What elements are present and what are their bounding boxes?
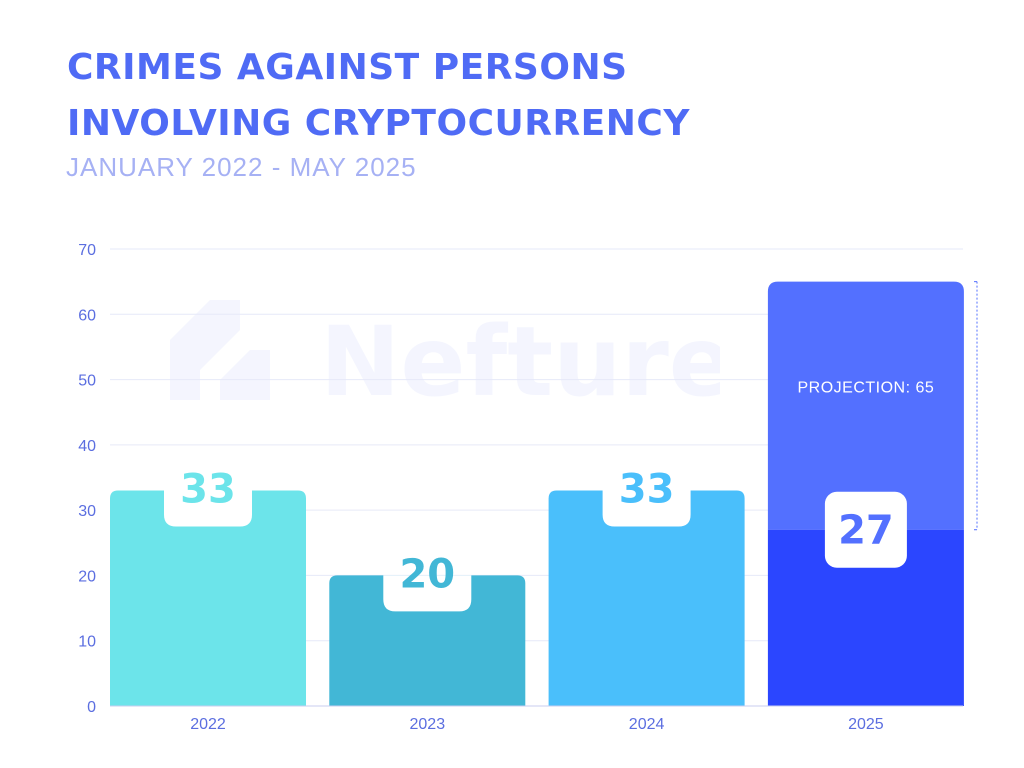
nefture-watermark-logo: Nefture bbox=[170, 300, 720, 418]
bar-2023 bbox=[329, 575, 526, 706]
y-tick-label-40: 40 bbox=[78, 438, 96, 455]
projection-label: PROJECTION: 65 bbox=[797, 380, 934, 397]
y-tick-label-70: 70 bbox=[78, 242, 96, 259]
y-tick-label-10: 10 bbox=[78, 634, 96, 651]
data-label-2025: 27 bbox=[838, 508, 894, 554]
chart-title: CRIMES AGAINST PERSONS INVOLVING CRYPTOC… bbox=[67, 40, 690, 152]
x-tick-label-2023: 2023 bbox=[410, 716, 446, 733]
y-tick-label-60: 60 bbox=[78, 307, 96, 324]
data-label-bg-2024 bbox=[602, 490, 691, 527]
watermark-text: Nefture bbox=[320, 306, 720, 418]
title-line-1: CRIMES AGAINST PERSONS bbox=[67, 47, 628, 88]
data-label-bg-2023 bbox=[383, 575, 472, 612]
chart-subtitle: JANUARY 2022 - MAY 2025 bbox=[66, 152, 417, 182]
x-tick-label-2024: 2024 bbox=[629, 716, 665, 733]
y-tick-label-30: 30 bbox=[78, 503, 96, 520]
data-label-bg-2022 bbox=[164, 490, 252, 527]
data-label-2024: 33 bbox=[619, 467, 675, 513]
y-tick-label-0: 0 bbox=[87, 699, 96, 716]
data-label-2022: 33 bbox=[180, 467, 236, 513]
projection-bar-2025 bbox=[767, 281, 964, 530]
data-label-2023: 20 bbox=[399, 551, 455, 597]
bar-2024 bbox=[548, 490, 745, 706]
y-tick-label-20: 20 bbox=[78, 568, 96, 585]
data-label-bg-2025 bbox=[824, 491, 907, 568]
y-tick-label-50: 50 bbox=[78, 373, 96, 390]
bar-2022 bbox=[110, 490, 306, 706]
x-tick-label-2025: 2025 bbox=[848, 716, 884, 733]
x-tick-label-2022: 2022 bbox=[190, 716, 226, 733]
title-line-2: INVOLVING CRYPTOCURRENCY bbox=[67, 103, 690, 144]
